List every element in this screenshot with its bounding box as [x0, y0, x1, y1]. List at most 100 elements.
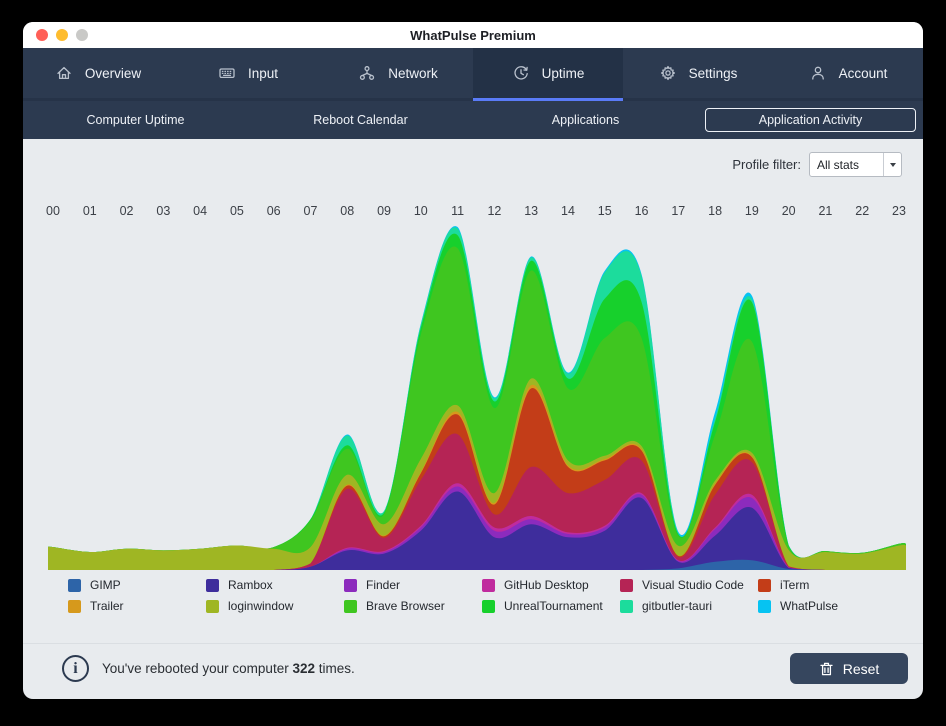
- tab-settings[interactable]: Settings: [623, 48, 773, 98]
- area-series-rambox: [48, 491, 906, 570]
- legend-item: UnrealTournament: [482, 599, 620, 613]
- subtab-label: Reboot Calendar: [313, 113, 408, 127]
- legend-label: iTerm: [780, 578, 810, 592]
- tab-input[interactable]: Input: [173, 48, 323, 98]
- minimize-button[interactable]: [56, 29, 68, 41]
- uptime-clock-icon: [514, 66, 528, 80]
- legend-label: Brave Browser: [366, 599, 445, 613]
- legend-item: Rambox: [206, 578, 344, 592]
- hour-label: 15: [597, 204, 612, 218]
- hour-labels: 00 01 02 03 04 05 06 07 08 09 10 11 12 13 14 15 16 17 18 19…: [46, 204, 906, 218]
- subtab-application-activity[interactable]: Application Activity: [698, 101, 923, 139]
- person-icon: [811, 66, 824, 80]
- chevron-down-icon: [889, 162, 896, 167]
- reboot-message-suffix: times.: [314, 661, 355, 676]
- footer-bar: i You've rebooted your computer 322 time…: [23, 643, 923, 699]
- subtab-applications[interactable]: Applications: [473, 101, 698, 139]
- tab-overview[interactable]: Overview: [23, 48, 173, 98]
- area-series-brave-browser: [48, 246, 906, 570]
- tab-uptime[interactable]: Uptime: [473, 48, 623, 101]
- legend-swatch: [206, 578, 219, 592]
- tab-account[interactable]: Account: [773, 48, 923, 98]
- tab-label: Account: [838, 65, 888, 81]
- window-controls: [36, 29, 88, 41]
- legend-swatch: [206, 599, 219, 613]
- reboot-message: You've rebooted your computer 322 times.: [102, 661, 355, 676]
- legend-item: GIMP: [68, 578, 206, 592]
- tab-network[interactable]: Network: [323, 48, 473, 98]
- hour-label: 18: [708, 204, 723, 218]
- subtab-label: Application Activity: [705, 108, 916, 132]
- legend-item: WhatPulse: [758, 599, 896, 613]
- title-bar: WhatPulse Premium: [23, 22, 923, 48]
- profile-filter-dropdown[interactable]: All stats: [809, 152, 902, 177]
- reboot-count: 322: [292, 661, 315, 676]
- subtab-label: Computer Uptime: [86, 113, 185, 127]
- trash-icon: [820, 662, 833, 675]
- hour-label: 21: [818, 204, 833, 218]
- legend-swatch: [620, 599, 633, 613]
- legend-swatch: [482, 599, 495, 613]
- legend-item: Visual Studio Code: [620, 578, 758, 592]
- hour-label: 12: [487, 204, 502, 218]
- activity-chart: [48, 217, 906, 570]
- gear-icon: [660, 65, 675, 81]
- hour-label: 04: [193, 204, 208, 218]
- legend-swatch: [68, 578, 81, 592]
- dropdown-arrow-button[interactable]: [883, 153, 901, 176]
- subtab-reboot-calendar[interactable]: Reboot Calendar: [248, 101, 473, 139]
- profile-filter-value: All stats: [817, 157, 860, 172]
- legend-label: Visual Studio Code: [642, 578, 744, 592]
- hour-label: 20: [781, 204, 796, 218]
- hour-label: 16: [634, 204, 649, 218]
- legend-item: GitHub Desktop: [482, 578, 620, 592]
- legend-item: Brave Browser: [344, 599, 482, 613]
- tab-label: Settings: [688, 65, 738, 81]
- legend-swatch: [482, 578, 495, 592]
- hour-label: 10: [413, 204, 428, 218]
- reset-button[interactable]: Reset: [790, 653, 908, 684]
- hour-label: 01: [82, 204, 97, 218]
- close-button[interactable]: [36, 29, 48, 41]
- hour-label: 05: [229, 204, 244, 218]
- hour-label: 06: [266, 204, 281, 218]
- home-icon: [57, 66, 71, 80]
- tab-label: Overview: [84, 65, 142, 81]
- legend-label: GitHub Desktop: [504, 578, 589, 592]
- tab-label: Network: [388, 65, 438, 81]
- keyboard-icon: [219, 68, 235, 79]
- tab-label: Input: [247, 65, 279, 81]
- legend-item: Finder: [344, 578, 482, 592]
- legend-label: UnrealTournament: [504, 599, 603, 613]
- legend-label: loginwindow: [228, 599, 294, 613]
- hour-label: 03: [156, 204, 171, 218]
- reboot-message-prefix: You've rebooted your computer: [102, 661, 293, 676]
- subtab-label: Applications: [551, 113, 620, 127]
- profile-filter: Profile filter: All stats: [732, 152, 902, 177]
- legend-swatch: [758, 578, 771, 592]
- legend-swatch: [620, 578, 633, 592]
- window-title: WhatPulse Premium: [410, 27, 536, 43]
- legend-label: Rambox: [228, 578, 273, 592]
- hour-label: 13: [524, 204, 539, 218]
- hour-label: 11: [451, 204, 465, 218]
- legend-swatch: [758, 599, 771, 613]
- profile-filter-label: Profile filter:: [732, 157, 801, 172]
- app-window: WhatPulse Premium Overview Input Network: [23, 22, 923, 699]
- hour-label: 17: [671, 204, 686, 218]
- main-nav: Overview Input Network Uptime: [23, 48, 923, 101]
- hour-label: 07: [303, 204, 318, 218]
- hour-label: 02: [119, 204, 134, 218]
- reset-button-label: Reset: [842, 660, 880, 677]
- zoom-button[interactable]: [76, 29, 88, 41]
- hour-label: 22: [855, 204, 870, 218]
- legend-swatch: [68, 599, 81, 613]
- stacked-area-svg: [48, 226, 906, 570]
- area-series-visual-studio-code: [48, 433, 906, 570]
- hour-label: 00: [46, 204, 60, 218]
- network-icon: [360, 66, 375, 80]
- legend-label: WhatPulse: [780, 599, 839, 613]
- legend-item: Trailer: [68, 599, 206, 613]
- legend-label: Finder: [366, 578, 401, 592]
- subtab-computer-uptime[interactable]: Computer Uptime: [23, 101, 248, 139]
